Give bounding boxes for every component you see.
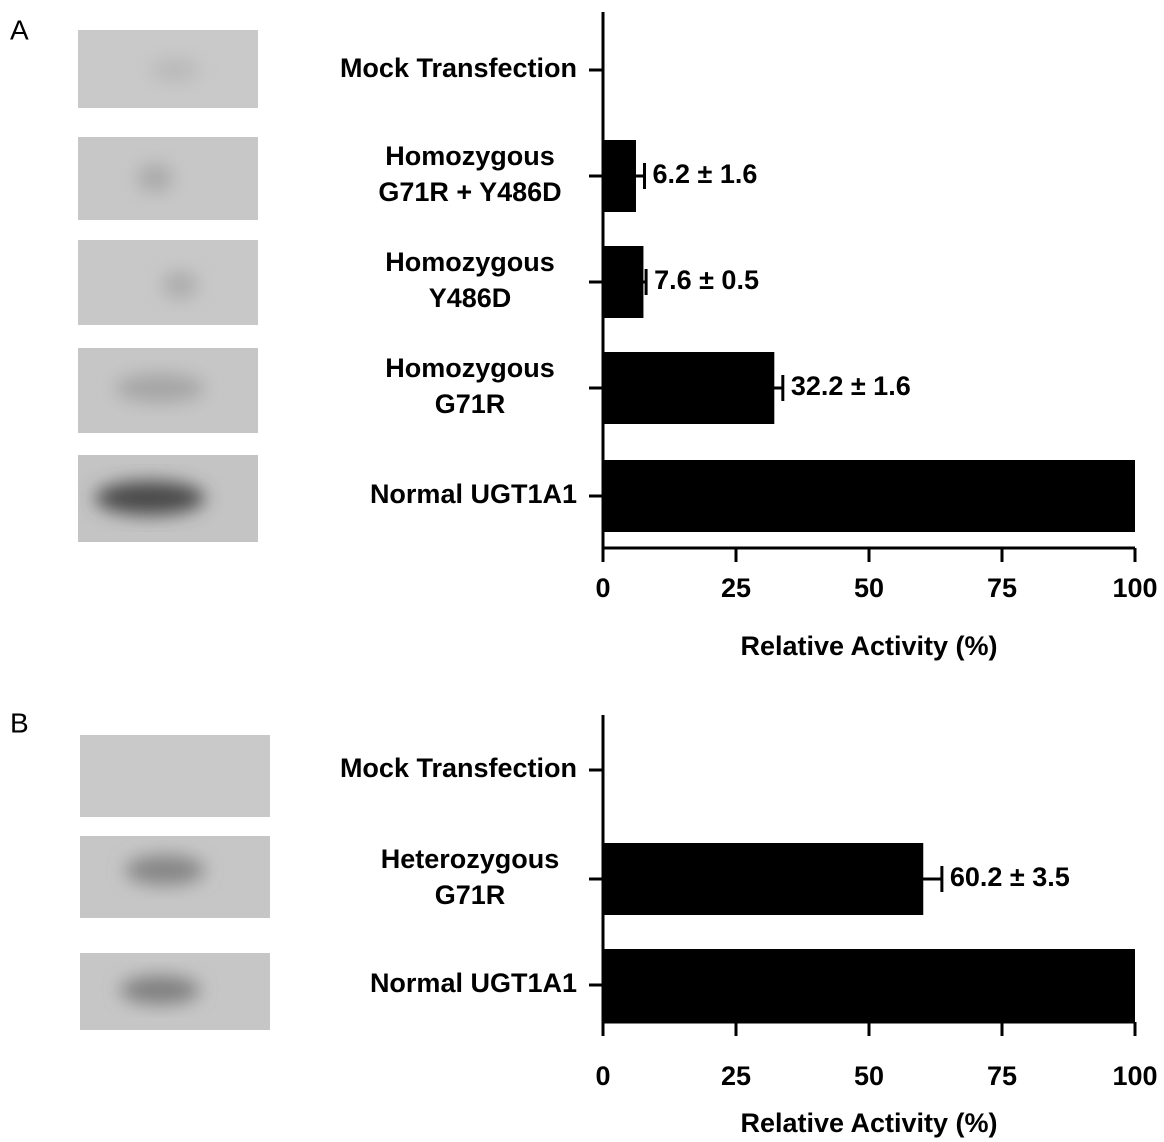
category-label: Homozygous <box>385 353 555 383</box>
x-tick-label: 0 <box>595 1061 610 1091</box>
value-label: 60.2 ± 3.5 <box>950 862 1070 892</box>
x-tick-label: 75 <box>987 1061 1017 1091</box>
gel-spot <box>162 271 198 299</box>
bar <box>603 843 923 915</box>
x-tick-label: 50 <box>854 1061 884 1091</box>
gel-spot <box>150 58 200 82</box>
bar <box>603 246 643 318</box>
category-label: G71R <box>435 880 506 910</box>
bar <box>603 352 774 424</box>
x-tick-label: 0 <box>595 573 610 603</box>
x-tick-label: 100 <box>1112 573 1157 603</box>
gel-spot <box>125 855 205 885</box>
x-axis-label: Relative Activity (%) <box>740 631 997 661</box>
gel-spot <box>115 374 205 402</box>
category-label: Heterozygous <box>381 844 560 874</box>
value-label: 6.2 ± 1.6 <box>652 159 757 189</box>
x-tick-label: 50 <box>854 573 884 603</box>
page: A 0 25 50 75 100 Relative Activity (%) Mock Tra… <box>0 0 1164 1142</box>
x-tick-label: 100 <box>1112 1061 1157 1091</box>
value-label: 32.2 ± 1.6 <box>791 371 911 401</box>
category-label: Normal UGT1A1 <box>370 479 577 509</box>
category-label: Normal UGT1A1 <box>370 968 577 998</box>
panel-label: A <box>10 14 29 45</box>
x-tick-label: 75 <box>987 573 1017 603</box>
bar <box>603 949 1135 1021</box>
category-label: G71R + Y486D <box>378 177 561 207</box>
x-axis-label: Relative Activity (%) <box>740 1108 997 1138</box>
gel-images <box>78 30 270 1030</box>
bar <box>603 460 1135 532</box>
category-label: Homozygous <box>385 141 555 171</box>
figure: A 0 25 50 75 100 Relative Activity (%) Mock Tra… <box>0 0 1164 1142</box>
gel-spot <box>137 164 173 192</box>
gel-lane <box>80 735 270 817</box>
category-label: G71R <box>435 389 506 419</box>
category-label: Mock Transfection <box>340 753 577 783</box>
category-label: Y486D <box>429 283 512 313</box>
x-tick-label: 25 <box>721 573 751 603</box>
panel-label: B <box>10 707 29 738</box>
gel-spot <box>95 481 205 515</box>
x-tick-label: 25 <box>721 1061 751 1091</box>
category-label: Mock Transfection <box>340 53 577 83</box>
gel-spot <box>120 976 200 1004</box>
category-label: Homozygous <box>385 247 555 277</box>
value-label: 7.6 ± 0.5 <box>654 265 759 295</box>
